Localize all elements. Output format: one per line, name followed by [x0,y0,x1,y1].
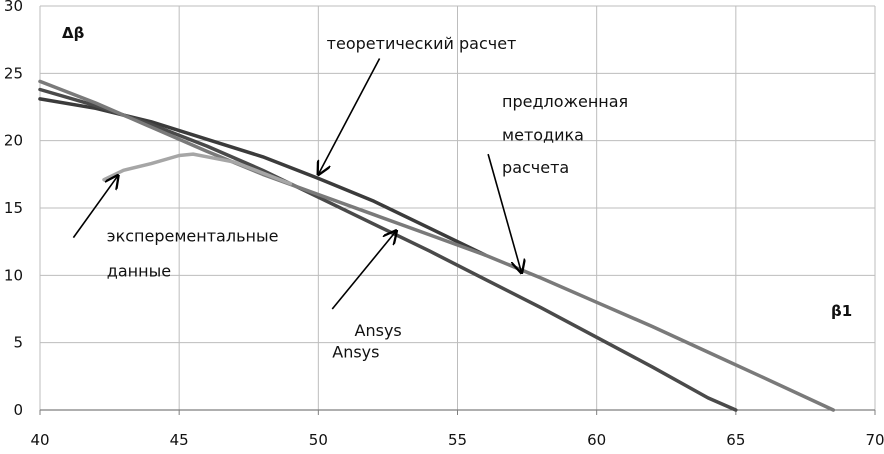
series-line-proposed [38,79,836,412]
annotation-label-experimental_2: данные [107,262,171,281]
annotation-label-proposed_3: расчета [502,158,569,177]
series-line-ansys [38,87,738,412]
axes: 0 5 10 15 20 25 30 40 45 50 55 60 65 70 [4,0,884,449]
annotation-arrow-theoretical [318,58,381,175]
x-tick-label: 65 [726,431,745,449]
annotation-label-proposed_1: предложенная [502,92,628,111]
x-tick-label: 70 [865,431,884,449]
y-tick-label: 30 [4,0,23,15]
annotation-label-theoretical: теоретический расчет [327,34,517,53]
annotation-arrow-ansys_1 [331,231,396,310]
y-tick-label: 0 [13,401,23,419]
y-tick-label: 20 [4,132,23,150]
series-line-experimental [102,152,293,186]
x-tick-label: 40 [30,431,49,449]
x-axis-label: β1 [831,302,852,320]
x-tick-label: 60 [587,431,606,449]
y-tick-label: 15 [4,199,23,217]
y-tick-label: 10 [4,266,23,284]
y-tick-label: 5 [13,334,23,352]
annotation-group: теоретический расчет предложенная методика… [72,34,628,361]
annotation-label-ansys_2: Ansys [332,342,379,361]
annotation-label-proposed_2: методика [502,126,584,145]
annotation-label-experimental_1: эксперементальные [107,227,279,246]
annotation-arrow-proposed_3 [487,153,521,273]
x-tick-label: 55 [448,431,467,449]
y-tick-label: 25 [4,64,23,82]
annotation-label-ansys_1: Ansys [355,321,402,340]
y-axis-label: Δβ [62,24,85,42]
annotation-arrow-experimental_2 [72,176,118,239]
x-tick-label: 50 [309,431,328,449]
series-group [38,79,836,412]
x-tick-label: 45 [170,431,189,449]
grid [39,5,876,411]
